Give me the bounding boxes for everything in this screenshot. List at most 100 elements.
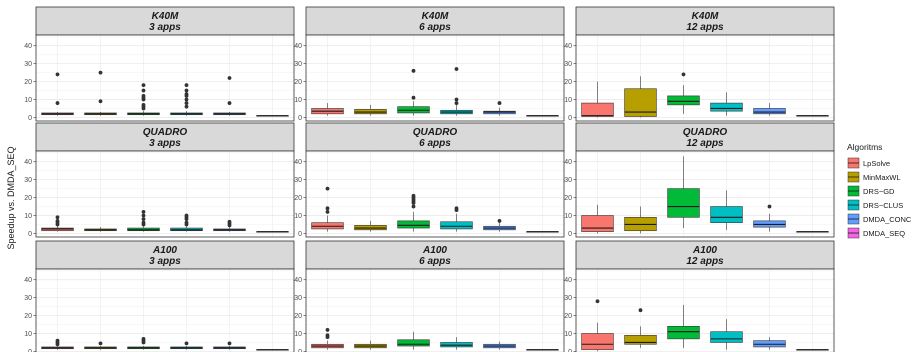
panel-border	[305, 150, 565, 238]
outlier-point	[767, 204, 772, 209]
y-tick-label: 40	[564, 277, 572, 284]
y-tick-label: 20	[294, 195, 302, 202]
legend-label: DRS−CLUS	[863, 201, 903, 210]
panel-background	[36, 151, 294, 237]
facet-strip-gpu: QUADRO	[143, 127, 188, 138]
box-dmda-conc	[213, 219, 246, 232]
outlier-point	[184, 213, 189, 218]
box-drs-clus	[710, 92, 743, 116]
panel-background	[576, 269, 834, 352]
box-minmaxwl	[354, 220, 387, 232]
box-body	[710, 206, 743, 223]
outlier-point	[454, 97, 459, 102]
y-tick-label: 30	[294, 61, 302, 68]
box-lpsolve	[311, 186, 344, 232]
facet-strip	[575, 240, 835, 270]
box-drs-gd	[397, 68, 430, 116]
outlier-point	[141, 83, 146, 88]
outlier-point	[184, 92, 189, 97]
box-minmaxwl	[84, 341, 117, 350]
box-dmda-conc	[753, 204, 786, 232]
legend-label: DMDA_CONC	[863, 215, 912, 224]
facet-strip-gpu: A100	[152, 245, 177, 256]
outlier-point	[638, 308, 643, 313]
facet-strip-apps: 3 apps	[149, 138, 181, 149]
y-tick-label: 30	[294, 295, 302, 302]
outlier-point	[681, 72, 686, 77]
box-minmaxwl	[84, 227, 117, 232]
outlier-point	[55, 215, 60, 220]
box-drs-clus	[170, 341, 203, 350]
box-drs-gd	[127, 336, 160, 350]
y-tick-label: 10	[24, 97, 32, 104]
panel-background	[306, 35, 564, 121]
box-dmda-seq	[256, 231, 289, 233]
facet-strip-gpu: QUADRO	[413, 127, 458, 138]
panel-border	[35, 268, 295, 352]
y-tick-label: 40	[564, 159, 572, 166]
panel-background	[36, 269, 294, 352]
box-minmaxwl	[354, 104, 387, 116]
outlier-point	[325, 328, 330, 332]
box-minmaxwl	[624, 76, 657, 118]
y-tick-label: 0	[28, 115, 32, 122]
facet-strip	[35, 240, 295, 270]
y-tick-label: 10	[24, 331, 32, 338]
outlier-point	[141, 217, 146, 221]
box-dmda-seq	[796, 231, 829, 233]
y-tick-label: 30	[24, 295, 32, 302]
outlier-point	[184, 83, 189, 88]
y-tick-label: 0	[28, 349, 32, 352]
outlier-point	[411, 204, 416, 209]
panel-background	[306, 151, 564, 237]
legend-label: LpSolve	[863, 159, 890, 168]
outlier-point	[141, 336, 146, 341]
outlier-point	[227, 341, 232, 346]
y-tick-label: 20	[24, 313, 32, 320]
legend-entry: DRS−GD	[847, 185, 895, 197]
outlier-point	[227, 219, 232, 224]
y-tick-label: 0	[298, 115, 302, 122]
y-tick-label: 40	[294, 277, 302, 284]
legend-entry: DMDA_CONC	[847, 213, 912, 225]
outlier-point	[595, 299, 600, 304]
box-dmda-seq	[526, 231, 559, 233]
panel-border	[35, 150, 295, 238]
box-dmda-seq	[526, 349, 559, 351]
box-drs-gd	[667, 72, 700, 114]
outlier-point	[141, 102, 146, 107]
facet-strip-gpu: A100	[692, 245, 717, 256]
box-dmda-conc	[483, 218, 516, 232]
box-body	[667, 188, 700, 218]
box-lpsolve	[41, 72, 74, 116]
box-minmaxwl	[624, 206, 657, 234]
y-tick-label: 0	[298, 349, 302, 352]
y-tick-label: 0	[298, 231, 302, 238]
legend-entry: MinMaxWL	[847, 171, 901, 183]
panel-border	[575, 268, 835, 352]
box-body	[397, 339, 430, 347]
outlier-point	[454, 101, 459, 105]
box-lpsolve	[41, 338, 74, 350]
box-drs-gd	[127, 210, 160, 232]
box-lpsolve	[311, 328, 344, 350]
outlier-point	[325, 206, 330, 211]
box-dmda-seq	[256, 349, 289, 351]
legend-entry: LpSolve	[847, 157, 890, 169]
box-drs-gd	[127, 83, 160, 116]
facet-strip-apps: 3 apps	[149, 22, 181, 33]
outlier-point	[141, 213, 146, 218]
panel-background	[36, 35, 294, 121]
box-body	[753, 108, 786, 115]
y-tick-label: 0	[568, 231, 572, 238]
legend: Algoritms LpSolve MinMaxWL DRS−GD DRS−CLUS D…	[847, 142, 912, 239]
y-tick-label: 0	[28, 231, 32, 238]
box-dmda-seq	[526, 115, 559, 117]
box-minmaxwl	[354, 340, 387, 350]
